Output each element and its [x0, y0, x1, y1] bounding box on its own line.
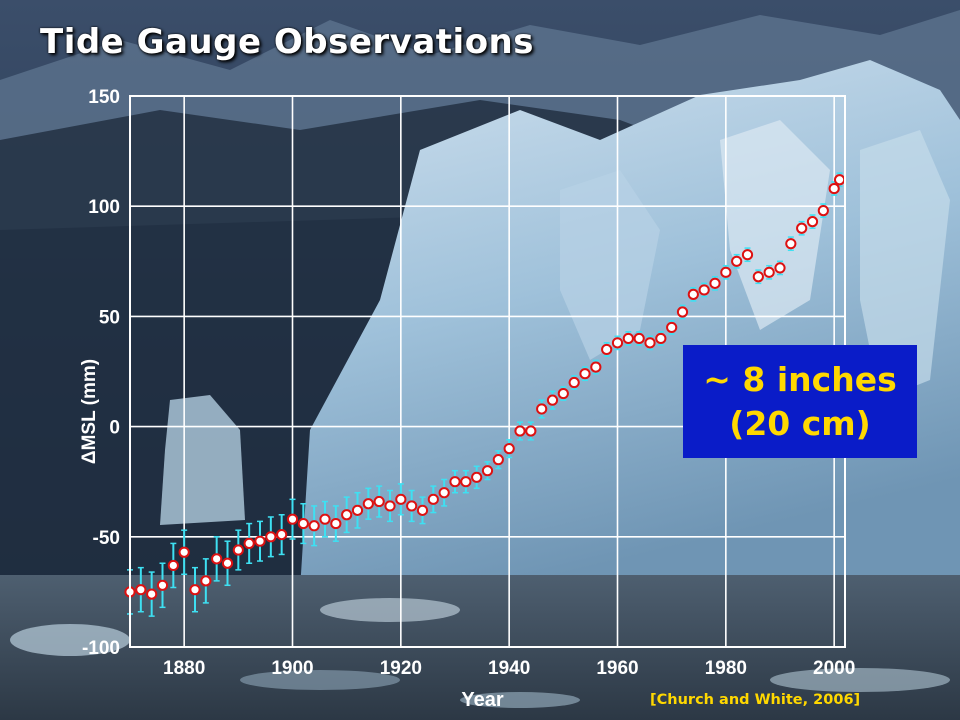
data-point — [406, 500, 418, 512]
data-point — [763, 266, 775, 278]
data-point — [135, 584, 147, 596]
data-point — [601, 343, 613, 356]
data-point — [774, 262, 786, 274]
data-point — [492, 454, 504, 466]
data-point — [449, 476, 461, 488]
data-point — [676, 306, 689, 318]
x-tick-label: 1940 — [488, 658, 530, 679]
x-axis-ticks: 1880 1900 1920 1940 1960 1980 2000 — [163, 658, 855, 679]
y-tick-label: 150 — [88, 87, 120, 108]
data-point — [189, 584, 201, 596]
y-tick-label: -50 — [93, 528, 120, 549]
callout-cm: (20 cm) — [729, 403, 871, 443]
plot-area: 1880 1900 1920 1940 1960 1980 2000 150 100 50 0 -5… — [79, 87, 855, 711]
data-point — [211, 553, 223, 565]
x-axis-label: Year — [461, 689, 503, 711]
data-point — [156, 579, 169, 591]
data-point — [286, 513, 299, 525]
data-point — [351, 504, 364, 516]
data-point — [590, 361, 602, 373]
data-point — [330, 517, 342, 530]
data-point — [796, 222, 808, 234]
data-point — [828, 182, 840, 195]
data-point — [514, 425, 526, 437]
data-point — [698, 284, 710, 296]
callout-inches: ~ 8 inches — [703, 359, 897, 399]
y-tick-label: 50 — [99, 307, 120, 328]
data-point — [666, 321, 678, 334]
data-point — [709, 277, 721, 289]
data-point — [741, 249, 754, 261]
data-point — [557, 387, 569, 400]
data-point — [622, 332, 634, 345]
data-point — [546, 394, 559, 406]
data-point — [471, 471, 483, 483]
data-point — [806, 216, 819, 228]
x-tick-label: 1980 — [705, 658, 747, 679]
sea-level-rise-callout: ~ 8 inches (20 cm) — [683, 345, 917, 458]
data-point — [416, 504, 429, 516]
data-point — [817, 205, 829, 217]
data-point — [373, 495, 385, 508]
data-point — [146, 588, 158, 600]
data-point — [341, 509, 353, 521]
data-point — [752, 271, 764, 283]
y-axis-label: ΔMSL (mm) — [79, 359, 100, 464]
data-point — [308, 520, 320, 532]
data-point — [438, 487, 450, 499]
data-point — [427, 493, 439, 505]
data-point — [655, 332, 667, 345]
data-point — [200, 575, 212, 587]
data-point — [611, 337, 624, 349]
y-tick-label: -100 — [82, 638, 120, 659]
data-point — [221, 557, 234, 569]
data-point — [785, 238, 797, 250]
data-point — [254, 535, 266, 547]
data-point — [167, 559, 179, 572]
data-point — [633, 332, 645, 345]
y-tick-label: 0 — [109, 418, 120, 439]
data-point — [568, 376, 580, 389]
data-point — [579, 368, 591, 380]
citation: [Church and White, 2006] — [650, 692, 861, 708]
y-tick-label: 100 — [88, 197, 120, 218]
data-point — [265, 531, 277, 543]
data-point — [276, 528, 288, 541]
page-title: Tide Gauge Observations — [40, 22, 534, 62]
data-point — [395, 493, 407, 505]
data-point — [384, 500, 396, 512]
x-tick-label: 1920 — [380, 658, 422, 679]
data-point — [481, 465, 494, 477]
data-point — [232, 544, 244, 556]
data-point — [833, 174, 846, 186]
data-point — [297, 517, 309, 530]
data-markers — [124, 174, 846, 600]
data-point — [525, 425, 537, 437]
y-axis-ticks: 150 100 50 0 -50 -100 — [82, 87, 120, 659]
data-point — [178, 546, 190, 558]
data-point — [720, 266, 732, 278]
data-point — [362, 498, 374, 510]
x-tick-label: 2000 — [813, 658, 855, 679]
data-point — [731, 255, 743, 267]
data-point — [243, 537, 255, 550]
data-point — [536, 403, 548, 415]
x-tick-label: 1900 — [271, 658, 313, 679]
x-tick-label: 1960 — [596, 658, 638, 679]
x-tick-label: 1880 — [163, 658, 205, 679]
data-point — [503, 443, 515, 455]
data-point — [687, 288, 699, 300]
data-point — [644, 337, 656, 349]
data-point — [460, 476, 472, 488]
data-point — [319, 513, 331, 525]
